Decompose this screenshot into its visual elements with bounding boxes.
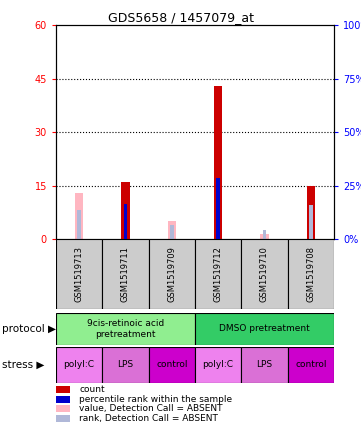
Text: DMSO pretreatment: DMSO pretreatment [219,324,310,333]
Text: GSM1519708: GSM1519708 [306,246,315,302]
Bar [241,239,288,309]
Bar [149,239,195,309]
Bar [77,210,81,239]
Bar [195,347,241,383]
Text: polyI:C: polyI:C [203,360,234,369]
Bar [56,396,70,403]
Bar [214,86,222,239]
Bar [56,239,102,309]
Bar [102,239,149,309]
Text: control: control [156,360,187,369]
Bar [56,415,70,422]
Text: GSM1519713: GSM1519713 [75,246,84,302]
Bar [195,313,334,345]
Text: 9cis-retinoic acid
pretreatment: 9cis-retinoic acid pretreatment [87,319,164,338]
Text: count: count [79,385,105,394]
Text: protocol ▶: protocol ▶ [2,324,56,334]
Text: GSM1519711: GSM1519711 [121,246,130,302]
Bar [168,221,176,239]
Bar [75,193,83,239]
Text: percentile rank within the sample: percentile rank within the sample [79,395,232,404]
Text: value, Detection Call = ABSENT: value, Detection Call = ABSENT [79,404,223,413]
Bar [170,225,174,239]
Text: LPS: LPS [256,360,273,369]
Bar [195,239,241,309]
Bar [56,347,102,383]
Bar [306,186,315,239]
Bar [306,186,315,239]
Bar [288,239,334,309]
Text: rank, Detection Call = ABSENT: rank, Detection Call = ABSENT [79,414,218,423]
Bar [121,182,130,239]
Text: GSM1519712: GSM1519712 [214,246,223,302]
Bar [102,347,149,383]
Bar [123,204,127,239]
Bar [216,178,220,239]
Text: polyI:C: polyI:C [64,360,95,369]
Text: control: control [295,360,326,369]
Bar [262,231,266,239]
Bar [56,313,195,345]
Text: GDS5658 / 1457079_at: GDS5658 / 1457079_at [108,11,253,24]
Text: GSM1519709: GSM1519709 [167,246,176,302]
Bar [56,386,70,393]
Bar [241,347,288,383]
Bar [149,347,195,383]
Text: GSM1519710: GSM1519710 [260,246,269,302]
Text: LPS: LPS [117,360,134,369]
Bar [309,205,313,239]
Bar [288,347,334,383]
Bar [260,233,269,239]
Text: stress ▶: stress ▶ [2,360,44,370]
Bar [56,405,70,412]
